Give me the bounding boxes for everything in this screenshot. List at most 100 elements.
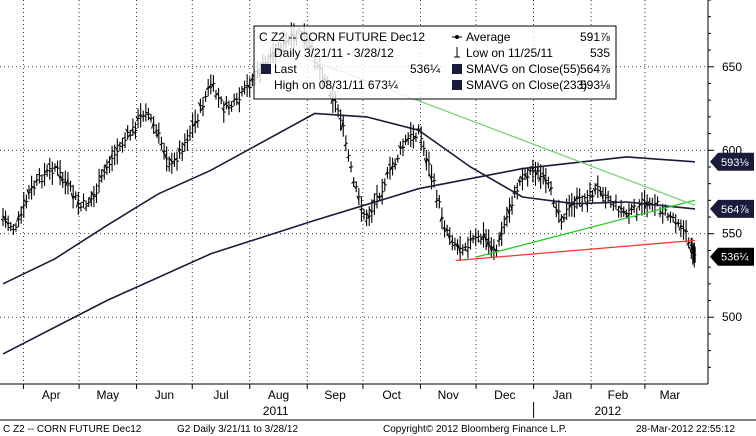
price-bar — [146, 107, 151, 121]
price-bar — [522, 167, 528, 180]
price-bar — [590, 190, 595, 203]
price-bar — [444, 224, 450, 237]
price-bar-open — [239, 91, 243, 94]
price-bar — [94, 183, 99, 203]
price-bar — [55, 160, 60, 176]
x-tick-label-may: May — [96, 388, 119, 402]
price-bar — [125, 125, 130, 140]
price-bar-open — [208, 84, 212, 89]
price-bar — [231, 93, 237, 106]
price-bar — [400, 138, 405, 157]
price-bar-open — [413, 135, 417, 140]
price-bar-open — [631, 205, 635, 209]
price-bar — [177, 140, 182, 159]
price-bar-open — [34, 179, 38, 183]
price-bar — [598, 186, 603, 197]
price-bar-open — [400, 144, 404, 149]
price-bar — [426, 151, 431, 177]
price-bar-open — [442, 226, 445, 230]
price-bar — [39, 174, 44, 189]
price-bar-open — [527, 168, 531, 173]
price-bar-open — [673, 221, 677, 225]
price-bar — [637, 199, 642, 211]
series-smavg-on-close-55- — [2, 112, 696, 285]
price-bar-open — [338, 117, 341, 120]
price-bar — [572, 196, 577, 218]
x-tick-label-nov: Nov — [438, 388, 459, 402]
price-bar-open — [44, 168, 48, 174]
price-bar — [65, 172, 70, 195]
price-bar-open — [244, 84, 248, 87]
price-bar-open — [691, 248, 695, 253]
price-bar — [88, 191, 94, 207]
price-bar-open — [109, 153, 113, 160]
price-bar — [97, 168, 102, 193]
legend-right-label-0: Average — [466, 30, 511, 44]
price-bar — [582, 193, 587, 202]
price-bar — [623, 209, 629, 218]
price-bar-open — [506, 208, 510, 216]
year-label-2012: 2012 — [594, 404, 621, 418]
price-bar — [665, 212, 670, 221]
price-bar-open — [63, 181, 66, 184]
price-bar — [392, 158, 398, 170]
price-bar — [112, 144, 117, 166]
price-bar — [197, 98, 203, 113]
price-bar — [421, 140, 426, 157]
price-bar-open — [197, 102, 201, 108]
price-bar-open — [182, 143, 186, 147]
x-tick-label-dec: Dec — [494, 388, 515, 402]
price-bar — [99, 169, 104, 183]
price-bar-open — [91, 191, 95, 199]
price-bar — [351, 177, 356, 187]
y-tick-label-550: 550 — [722, 227, 742, 241]
price-bar — [117, 141, 122, 152]
price-bar — [683, 220, 689, 243]
price-bar — [210, 75, 216, 92]
price-bar-open — [151, 121, 155, 129]
price-bar — [75, 191, 81, 215]
price-bar — [138, 103, 143, 128]
year-label-2011: 2011 — [263, 404, 289, 418]
price-bar-open — [172, 160, 175, 163]
price-bar — [159, 136, 164, 150]
price-bar-open — [457, 244, 461, 255]
price-bar — [543, 167, 548, 194]
price-bar — [449, 235, 455, 251]
price-bar — [429, 164, 434, 190]
price-bar — [553, 202, 559, 218]
price-bar-open — [543, 175, 547, 185]
price-bar-open — [520, 175, 523, 181]
price-bar-open — [83, 207, 87, 209]
price-bar-open — [582, 195, 586, 198]
price-bar — [37, 168, 42, 184]
price-bar — [50, 161, 55, 185]
price-bar — [660, 203, 665, 224]
price-bar — [366, 206, 372, 226]
price-bar-open — [525, 174, 529, 181]
last-value-tag-bg — [710, 199, 754, 218]
price-bar-open — [603, 200, 606, 203]
price-bar-open — [439, 215, 443, 223]
price-bar — [457, 236, 463, 261]
price-bar-open — [213, 95, 217, 98]
legend-left-label-2: Last — [274, 62, 297, 76]
price-bar-open — [595, 182, 599, 187]
price-bar-open — [117, 143, 121, 147]
price-bar — [686, 237, 691, 249]
price-bar — [16, 211, 21, 228]
price-bar-open — [86, 202, 89, 205]
price-bar — [395, 154, 400, 163]
price-bar-open — [668, 214, 671, 217]
price-bar — [172, 152, 177, 167]
price-bar — [44, 164, 50, 177]
price-bar — [221, 101, 226, 123]
price-bar — [413, 132, 418, 143]
price-bar-open — [369, 209, 373, 214]
last-value-tag-label: 536¼ — [721, 252, 749, 264]
price-bar-open — [0, 218, 4, 221]
price-bar — [242, 80, 247, 95]
price-bar — [167, 156, 172, 172]
price-bar — [29, 175, 34, 200]
price-bar-open — [556, 210, 560, 215]
